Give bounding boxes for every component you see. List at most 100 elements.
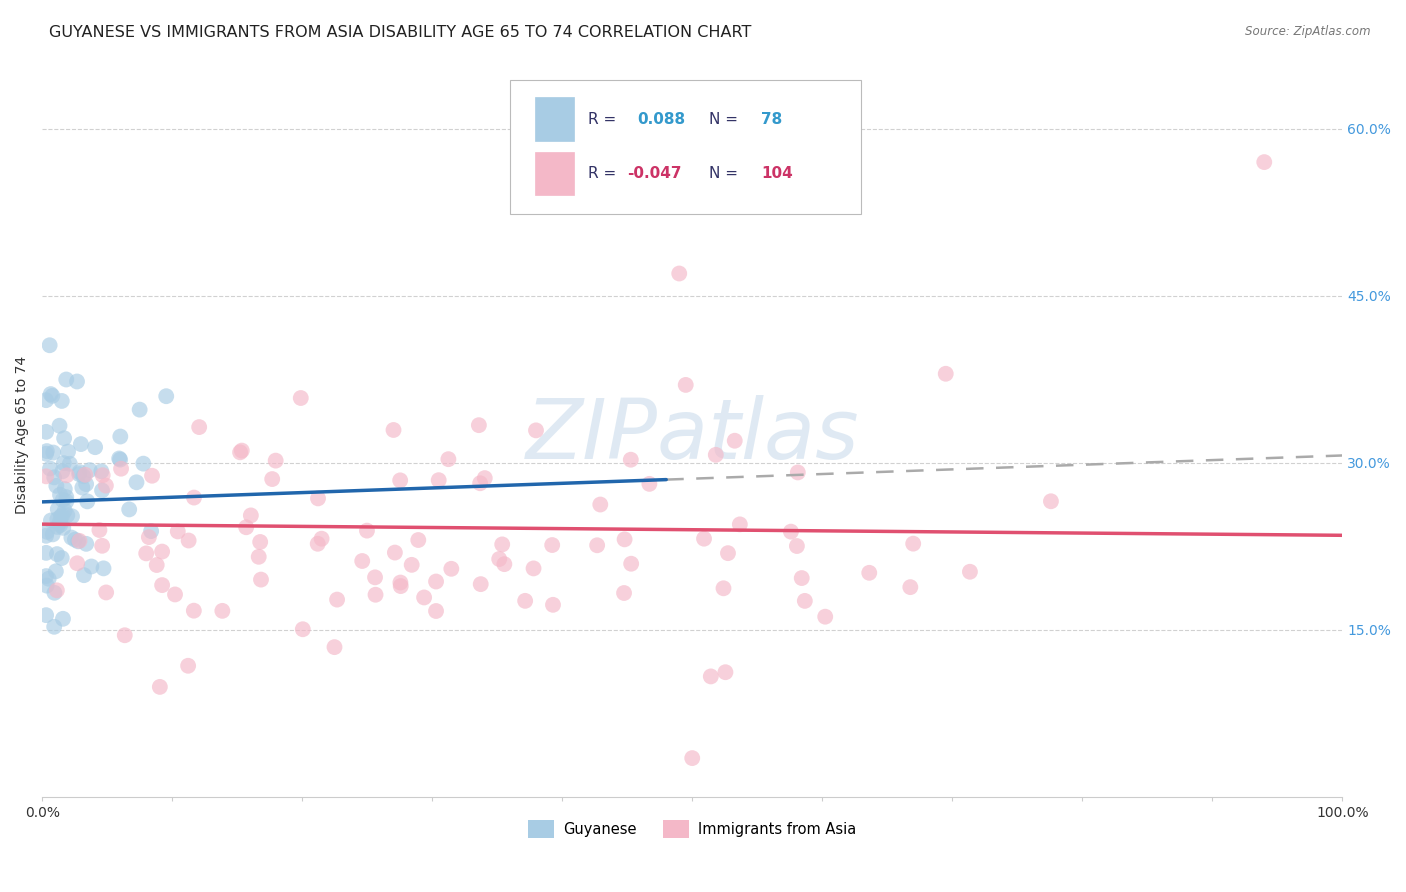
Point: [468, 418, 491, 433]
Point: [668, 267, 690, 281]
Point: [620, 557, 643, 571]
Point: [94, 478, 117, 492]
Point: [613, 533, 636, 547]
Point: [35, 529, 58, 543]
Point: [700, 669, 723, 683]
Point: [898, 580, 921, 594]
Point: [229, 445, 252, 459]
Point: [935, 367, 957, 381]
Point: [177, 533, 200, 548]
Bar: [534, 152, 574, 195]
Point: [125, 475, 148, 490]
Point: [474, 471, 496, 485]
Point: [425, 604, 447, 618]
Point: [39, 387, 62, 401]
Point: [389, 575, 412, 590]
Point: [66, 375, 89, 389]
Point: [524, 423, 547, 437]
Point: [55, 468, 77, 483]
Point: [35, 425, 58, 439]
Point: [69, 465, 91, 479]
Point: [724, 434, 747, 448]
Point: [35, 469, 58, 483]
Point: [323, 640, 346, 654]
Point: [311, 532, 333, 546]
Point: [326, 592, 349, 607]
Point: [211, 604, 233, 618]
Point: [79, 463, 101, 477]
Point: [166, 524, 188, 539]
Text: Source: ZipAtlas.com: Source: ZipAtlas.com: [1246, 25, 1371, 38]
Point: [586, 538, 609, 552]
Point: [1253, 155, 1275, 169]
Point: [613, 586, 636, 600]
Point: [790, 571, 813, 585]
Point: [247, 549, 270, 564]
Point: [728, 517, 751, 532]
Point: [118, 502, 141, 516]
Point: [66, 556, 89, 570]
Point: [541, 538, 564, 552]
Point: [307, 537, 329, 551]
Point: [75, 477, 97, 491]
Point: [51, 508, 73, 523]
Point: [183, 604, 205, 618]
Point: [60, 509, 83, 524]
Point: [67, 534, 90, 549]
Point: [53, 482, 76, 496]
Point: [138, 530, 160, 544]
Point: [67, 467, 90, 482]
Point: [141, 468, 163, 483]
Point: [440, 562, 463, 576]
Text: 78: 78: [761, 112, 782, 127]
Text: R =: R =: [588, 112, 621, 127]
Point: [53, 503, 76, 517]
Point: [389, 474, 412, 488]
Point: [638, 476, 661, 491]
Point: [49, 518, 72, 533]
Point: [56, 444, 79, 458]
Text: ZIPatlas: ZIPatlas: [526, 394, 859, 475]
Point: [35, 579, 58, 593]
Point: [52, 456, 75, 470]
Point: [35, 444, 58, 458]
Point: [515, 594, 537, 608]
Point: [72, 481, 94, 495]
FancyBboxPatch shape: [510, 80, 862, 214]
Point: [35, 447, 58, 461]
Point: [110, 461, 132, 475]
Point: [49, 509, 72, 524]
Point: [52, 493, 75, 508]
Point: [150, 544, 173, 558]
Point: [1039, 494, 1062, 508]
Point: [52, 612, 75, 626]
Point: [90, 464, 112, 478]
Bar: [534, 97, 574, 141]
Point: [389, 579, 412, 593]
Point: [704, 448, 727, 462]
Point: [901, 536, 924, 550]
Point: [135, 546, 157, 560]
Point: [73, 568, 96, 582]
Point: [45, 564, 67, 578]
Point: [41, 389, 63, 403]
Point: [786, 539, 808, 553]
Point: [780, 524, 803, 539]
Point: [177, 658, 200, 673]
Point: [75, 467, 97, 482]
Point: [488, 552, 510, 566]
Point: [51, 393, 73, 408]
Point: [38, 572, 60, 586]
Point: [44, 620, 66, 634]
Point: [108, 452, 131, 467]
Point: [53, 431, 76, 445]
Point: [39, 514, 62, 528]
Point: [693, 532, 716, 546]
Point: [38, 338, 60, 352]
Text: -0.047: -0.047: [627, 166, 682, 181]
Point: [55, 490, 77, 504]
Point: [352, 554, 374, 568]
Point: [46, 547, 69, 561]
Point: [150, 578, 173, 592]
Point: [132, 457, 155, 471]
